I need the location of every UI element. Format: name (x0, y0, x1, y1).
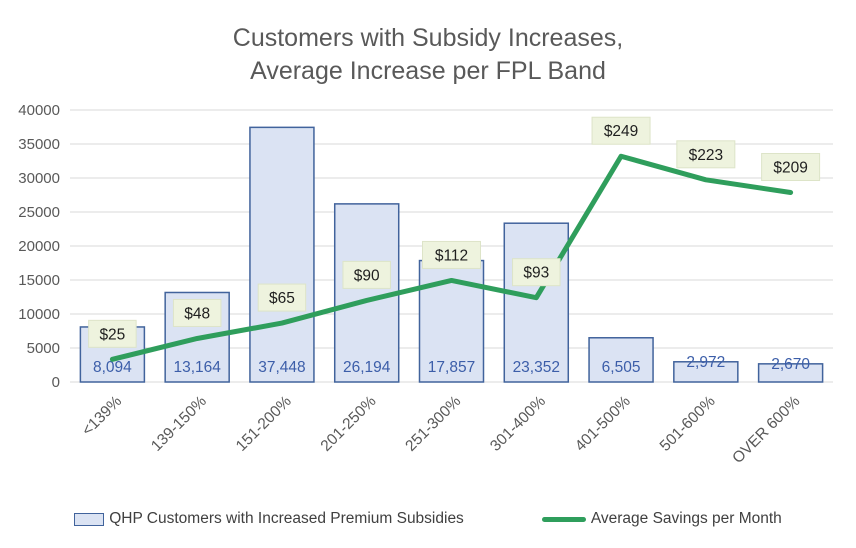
bar-value-label: 2,670 (771, 356, 810, 373)
line-value-label: $112 (435, 247, 468, 264)
y-tick-label: 10000 (18, 306, 60, 323)
bar-value-label: 17,857 (428, 359, 475, 376)
bar-value-label: 2,972 (686, 354, 725, 371)
line-value-label: $209 (773, 160, 807, 177)
bar (249, 126, 315, 383)
line-value-label-bg (676, 140, 736, 169)
line-value-label-bg (342, 260, 391, 289)
y-tick-label: 35000 (18, 136, 60, 153)
line-value-label: $48 (184, 305, 210, 322)
line-value-label: $223 (689, 147, 723, 164)
bar (503, 222, 570, 383)
bar-value-label: 37,448 (258, 359, 305, 376)
line-value-label: $65 (269, 290, 295, 307)
bar-value-label: 13,164 (173, 359, 221, 376)
x-tick-label: 401-500% (572, 393, 634, 455)
savings-line (109, 153, 794, 362)
chart-title-line-1: Customers with Subsidy Increases, (232, 24, 624, 52)
line-value-label-bg (88, 319, 137, 348)
bar-value-label: 26,194 (343, 359, 391, 376)
bar-series-swatch (74, 512, 105, 526)
legend: QHP Customers with Increased Premium Sub… (0, 510, 856, 528)
line-value-label: $90 (354, 267, 380, 284)
legend-item-bars: QHP Customers with Increased Premium Sub… (74, 510, 464, 528)
line-value-label-bg (512, 258, 561, 287)
y-tick-label: 30000 (18, 170, 60, 187)
x-tick-label: 201-250% (318, 393, 380, 455)
chart-title-line-2: Average Increase per FPL Band (250, 57, 606, 85)
y-tick-label: 0 (52, 374, 60, 391)
line-series-swatch (541, 516, 586, 522)
legend-item-line: Average Savings per Month (541, 510, 782, 528)
line-value-label: $25 (99, 326, 125, 343)
bar (757, 363, 824, 383)
line-value-label: $249 (604, 123, 638, 140)
y-tick-label: 20000 (18, 238, 60, 255)
line-value-label-bg (591, 116, 651, 145)
x-tick-label: OVER 600% (729, 393, 803, 467)
x-tick-label: 151-200% (233, 393, 295, 455)
line-value-label-bg (422, 240, 481, 269)
x-tick-label: 251-300% (402, 393, 464, 455)
line-value-label-bg (172, 298, 222, 327)
line-value-label-bg (257, 283, 307, 312)
line-value-label: $93 (523, 265, 549, 282)
legend-label-bars: QHP Customers with Increased Premium Sub… (109, 510, 464, 527)
line-value-label-bg (761, 153, 821, 182)
bar (588, 337, 654, 383)
bar (673, 361, 739, 383)
y-tick-label: 40000 (18, 102, 60, 119)
y-tick-label: 25000 (18, 204, 60, 221)
bar-value-label: 23,352 (513, 359, 560, 376)
y-tick-label: 5000 (27, 340, 60, 357)
bar-value-label: 6,505 (602, 359, 641, 376)
chart-title: Customers with Subsidy Increases, Averag… (0, 22, 856, 88)
legend-label-line: Average Savings per Month (590, 510, 782, 527)
bar-value-label: 8,094 (93, 359, 132, 376)
y-tick-label: 15000 (18, 272, 60, 289)
x-tick-label: 501-600% (657, 393, 719, 455)
x-tick-label: 301-400% (487, 393, 549, 455)
x-tick-label: 139-150% (148, 393, 210, 455)
x-tick-label: <139% (79, 393, 126, 440)
